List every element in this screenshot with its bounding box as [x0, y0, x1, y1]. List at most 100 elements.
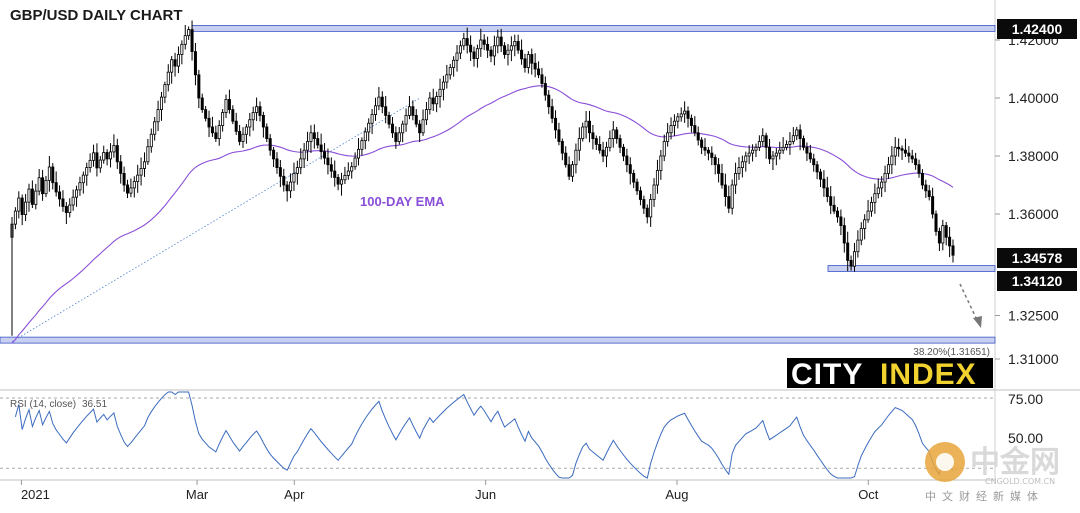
candle: [153, 117, 157, 141]
candle: [197, 69, 201, 109]
candle: [394, 126, 398, 149]
candle-body: [153, 121, 157, 135]
candle-body: [564, 152, 568, 166]
candle-body: [550, 106, 554, 119]
candle: [893, 137, 897, 166]
candle-body: [516, 41, 520, 51]
current-price-box: 1.34578: [997, 248, 1077, 268]
candle-body: [452, 59, 456, 68]
candle-body: [880, 181, 884, 189]
candle: [778, 141, 782, 160]
candle: [445, 64, 449, 89]
projection-arrow: [959, 283, 982, 328]
candle: [567, 156, 571, 181]
candle-body: [662, 141, 666, 157]
candle-body: [363, 131, 367, 142]
candle-body: [615, 129, 619, 139]
candle-body: [526, 54, 530, 68]
candle: [71, 189, 75, 211]
candle-body: [51, 166, 55, 184]
candle-body: [584, 120, 588, 128]
candle-body: [774, 152, 778, 157]
candle: [883, 165, 887, 193]
resistance-price: 1.42400: [1012, 21, 1063, 37]
candle-body: [737, 167, 741, 174]
candle-body: [669, 125, 673, 134]
candle: [92, 144, 96, 167]
candle: [119, 155, 123, 184]
candle: [489, 46, 493, 63]
candle: [907, 146, 911, 163]
candle-body: [411, 106, 415, 116]
candle: [64, 202, 68, 225]
candle-body: [139, 168, 143, 176]
candle: [486, 36, 490, 58]
candle: [540, 67, 544, 88]
candle: [924, 179, 928, 198]
candle: [302, 142, 306, 168]
candle-body: [85, 167, 89, 176]
candle-body: [683, 110, 687, 115]
candle: [513, 34, 517, 57]
support-band: [827, 265, 996, 272]
candle: [710, 146, 714, 166]
candle: [737, 157, 741, 180]
candle-body: [275, 158, 279, 168]
cngold-watermark: 中金网 CNGOLD.COM.CN 中文财经新媒体: [925, 442, 1060, 503]
candle: [455, 45, 459, 72]
rsi-tick-75: 75.00: [1008, 391, 1043, 407]
candle: [353, 152, 357, 170]
candle: [109, 143, 113, 168]
candle: [859, 222, 863, 246]
x-tick-label: Oct: [858, 487, 879, 502]
candle-body: [47, 166, 51, 181]
candle-body: [819, 171, 823, 180]
candle: [876, 178, 880, 199]
candle: [621, 143, 625, 162]
candle-body: [258, 106, 262, 116]
candle: [200, 93, 204, 113]
candle-body: [227, 99, 231, 110]
candle-body: [448, 67, 452, 76]
candle-body: [282, 175, 286, 186]
candle-body: [594, 138, 598, 145]
candle: [180, 40, 184, 65]
candle: [571, 161, 575, 182]
candle: [329, 157, 333, 178]
candle-body: [265, 126, 269, 139]
candle-body: [438, 88, 442, 97]
candle-body: [567, 164, 571, 177]
candle-body: [723, 184, 727, 198]
candle-body: [638, 190, 642, 200]
candle: [768, 138, 772, 164]
candle-body: [326, 157, 330, 166]
candle-body: [740, 161, 744, 169]
candle-body: [581, 126, 585, 139]
candle-body: [866, 210, 870, 221]
candle-body: [798, 129, 802, 139]
candle: [740, 155, 744, 178]
candle-body: [574, 149, 578, 166]
candle-body: [509, 45, 513, 51]
candle-body: [645, 207, 649, 218]
candle: [47, 155, 51, 192]
candle-body: [839, 216, 843, 226]
candle: [869, 196, 873, 217]
candle-body: [170, 59, 174, 73]
candle: [258, 101, 262, 122]
candle: [730, 179, 734, 215]
candle: [499, 28, 503, 53]
candle: [764, 132, 768, 159]
candle: [751, 144, 755, 162]
x-tick-label: 2021: [21, 487, 50, 502]
candle: [37, 169, 41, 196]
candle: [897, 138, 901, 157]
candle: [58, 185, 62, 207]
candle: [717, 158, 721, 183]
candle-body: [360, 140, 364, 150]
candle-body: [407, 106, 411, 116]
x-tick-label: Apr: [284, 487, 305, 502]
candle-body: [941, 225, 945, 244]
candle: [802, 135, 806, 151]
